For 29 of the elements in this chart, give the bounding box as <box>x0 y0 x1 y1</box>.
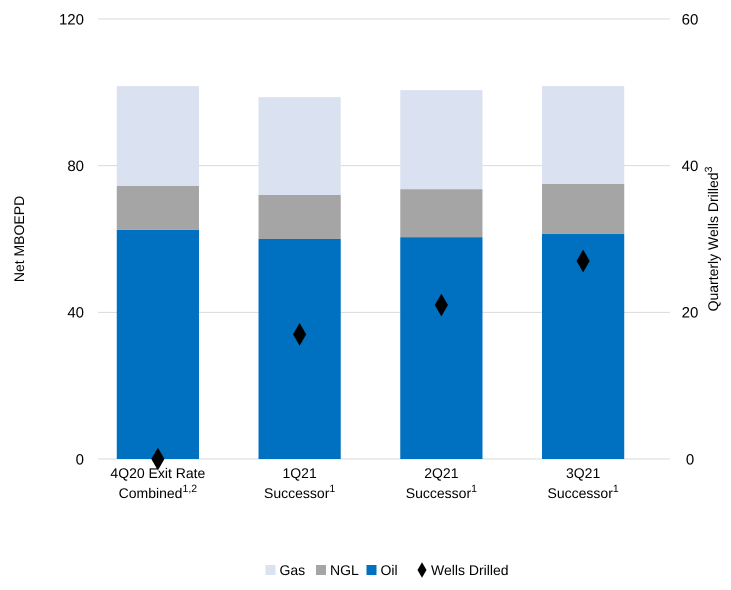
y2-tick-label: 0 <box>686 451 694 468</box>
bar <box>542 86 624 184</box>
x-tick-label: 1Q21 Successor$^{1}$ <box>264 465 336 501</box>
legend-label: Gas <box>280 562 306 578</box>
bar <box>258 195 341 239</box>
x-tick-label: 4Q20 Exit Rate Combined$^{1,2}$ <box>110 465 206 501</box>
legend-label: Wells Drilled <box>431 562 509 578</box>
bar <box>116 86 199 186</box>
x-tick-label: 2Q21 Successor$^{1}$ <box>406 465 478 501</box>
y2-tick-label: 40 <box>682 158 698 175</box>
x-tick-label: 3Q21 Successor$^{1}$ <box>548 465 619 501</box>
y-axis-title: Net MBOEPD <box>11 196 27 282</box>
bar <box>400 90 482 190</box>
bar <box>258 97 341 195</box>
bar <box>116 230 199 459</box>
y2-tick-label: 60 <box>682 11 698 28</box>
bar <box>116 186 199 230</box>
legend-label: NGL <box>330 562 359 578</box>
y-tick-label: 120 <box>58 11 84 28</box>
bar <box>542 184 624 234</box>
legend-label: Oil <box>380 562 398 578</box>
bar <box>542 234 624 459</box>
bar <box>258 239 341 459</box>
y-tick-label: 80 <box>67 158 84 175</box>
y2-tick-label: 20 <box>682 304 698 322</box>
y-tick-label: 40 <box>67 304 84 322</box>
bar <box>400 189 482 238</box>
y-tick-label: 0 <box>76 451 84 468</box>
bar <box>400 237 482 459</box>
